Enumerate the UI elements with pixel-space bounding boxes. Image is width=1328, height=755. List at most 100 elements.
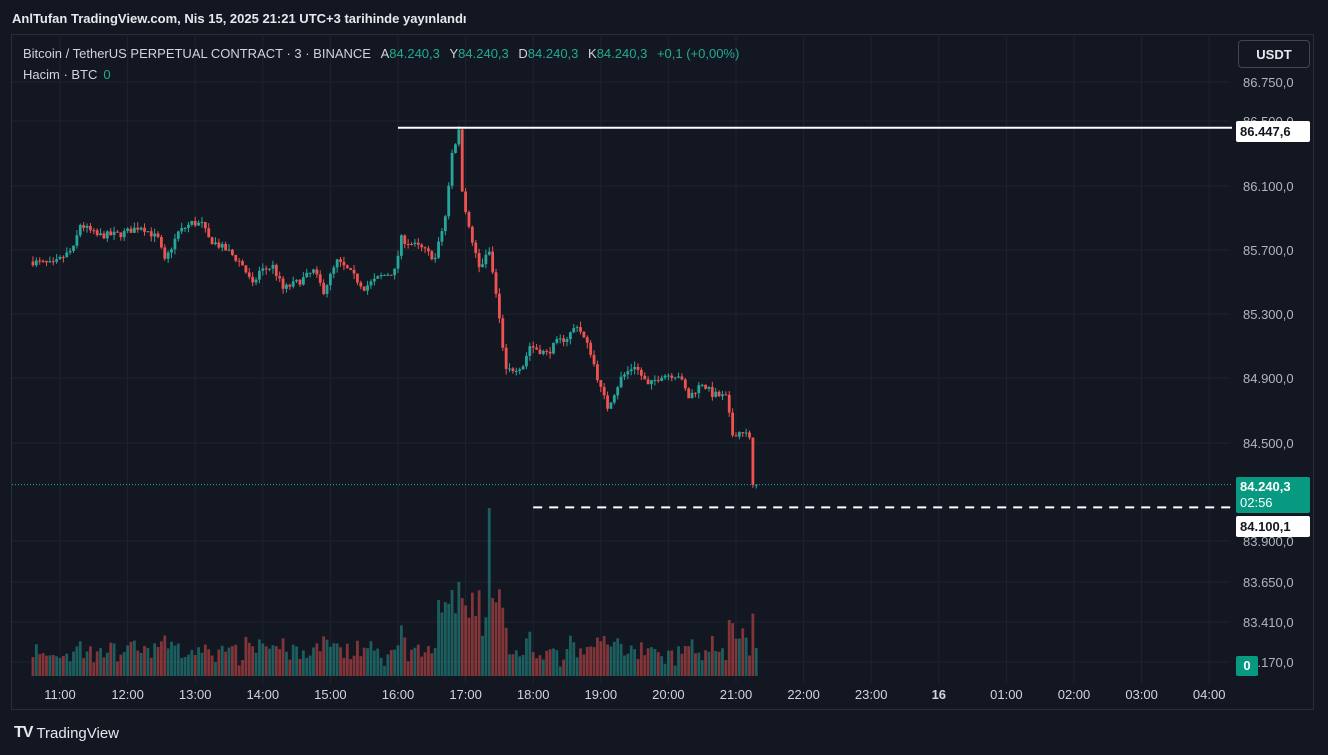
volume-bar — [633, 649, 636, 676]
candle-body — [626, 371, 630, 375]
candle-body — [322, 282, 326, 294]
candle-body — [420, 244, 424, 248]
candle-body — [48, 261, 52, 263]
volume-bar — [224, 651, 228, 676]
volume-bar — [214, 662, 217, 676]
volume-bar — [558, 666, 562, 676]
volume-bar — [609, 646, 613, 676]
volume-bar — [244, 636, 248, 676]
candle-body — [619, 376, 623, 388]
candle-body — [724, 394, 728, 396]
volume-bar — [329, 646, 332, 676]
volume-bar — [690, 639, 694, 676]
volume-bar — [572, 642, 576, 676]
candle-body — [295, 279, 298, 282]
candle-body — [247, 272, 251, 277]
candle-body — [460, 129, 464, 192]
volume-bar — [366, 648, 369, 676]
volume-bar — [413, 647, 417, 676]
volume-bar — [82, 658, 86, 676]
volume-bar — [748, 655, 751, 676]
candle-body — [518, 369, 522, 371]
candle-body — [528, 346, 532, 356]
volume-bar — [288, 659, 292, 676]
symbol-title[interactable]: Bitcoin / TetherUS PERPETUAL CONTRACT · … — [23, 46, 371, 61]
volume-bar — [312, 647, 315, 676]
candle-body — [251, 276, 255, 283]
volume-bar — [727, 620, 731, 676]
volume-bar — [700, 660, 704, 676]
volume-bar — [241, 660, 244, 676]
candle-body — [271, 264, 275, 269]
candle-body — [230, 249, 234, 256]
volume-bar — [450, 589, 454, 676]
volume-bars — [31, 508, 758, 676]
low-value: 84.240,3 — [527, 46, 579, 61]
time-axis[interactable]: 11:00 12:00 13:00 14:00 15:00 16:00 17:00 18:00… — [44, 687, 1225, 702]
volume-bar — [132, 640, 136, 676]
volume-bar — [508, 654, 511, 676]
open-label: A — [380, 46, 390, 61]
candle-body — [31, 261, 35, 266]
volume-bar — [396, 645, 400, 676]
candle-body — [285, 284, 288, 289]
time-tick-label: 21:00 — [720, 687, 753, 702]
volume-bar — [203, 644, 207, 676]
volume-bar — [359, 656, 363, 676]
change-value: +0,1 (+0,00%) — [656, 46, 740, 61]
volume-bar — [180, 658, 184, 676]
volume-bar — [535, 658, 538, 676]
candle-body — [501, 318, 505, 348]
candle-body — [447, 185, 451, 217]
volume-bar — [623, 655, 626, 676]
volume-bar — [48, 655, 52, 676]
candle-body — [525, 355, 528, 367]
volume-bar — [491, 598, 495, 676]
candle-body — [481, 264, 484, 268]
time-tick-label: 11:00 — [44, 687, 76, 702]
candle-body — [51, 261, 55, 263]
volume-bar — [734, 638, 738, 676]
candle-body — [65, 252, 69, 258]
volume-bar — [484, 617, 488, 676]
volume-bar — [261, 643, 265, 676]
candle-body — [464, 191, 467, 212]
volume-bar — [278, 649, 282, 676]
candle-body — [484, 254, 488, 265]
candle-body — [95, 230, 99, 236]
volume-bar — [160, 641, 163, 676]
volume-bar — [258, 639, 261, 676]
candle-body — [673, 377, 677, 379]
price-tick-label: 85.700,0 — [1243, 243, 1294, 258]
candle-body — [356, 273, 359, 283]
symbol-legend[interactable]: Bitcoin / TetherUS PERPETUAL CONTRACT · … — [23, 46, 739, 61]
candle-body — [714, 391, 718, 397]
volume-bar — [153, 643, 157, 676]
candle-body — [737, 432, 741, 437]
candle-body — [170, 249, 173, 253]
publish-caption: AnlTufan TradingView.com, Nis 15, 2025 2… — [12, 11, 467, 26]
close-label: K — [588, 46, 597, 61]
currency-button[interactable]: USDT — [1238, 40, 1310, 68]
volume-label[interactable]: Hacim · BTC — [23, 67, 98, 82]
chart-frame[interactable] — [11, 34, 1314, 710]
candle-body — [710, 386, 714, 397]
volume-bar — [447, 603, 451, 676]
volume-bar — [234, 644, 238, 676]
price-tick-label: 83.900,0 — [1243, 534, 1294, 549]
volume-bar — [308, 655, 312, 676]
candle-body — [599, 380, 603, 387]
volume-bar — [349, 659, 353, 676]
candle-body — [660, 377, 664, 381]
tradingview-logo[interactable]: TV TradingView — [14, 724, 119, 742]
volume-bar — [646, 648, 650, 676]
volume-legend[interactable]: Hacim · BTC 0 — [23, 67, 111, 82]
candle-body — [687, 388, 691, 399]
high-price-tag: 86.447,6 — [1236, 121, 1310, 142]
candle-body — [383, 274, 386, 276]
volume-bar — [376, 648, 380, 676]
price-axis[interactable]: 86.750,086.500,086.100,085.700,085.300,0… — [1243, 75, 1294, 670]
volume-bar — [399, 625, 403, 676]
volume-bar — [541, 659, 545, 676]
